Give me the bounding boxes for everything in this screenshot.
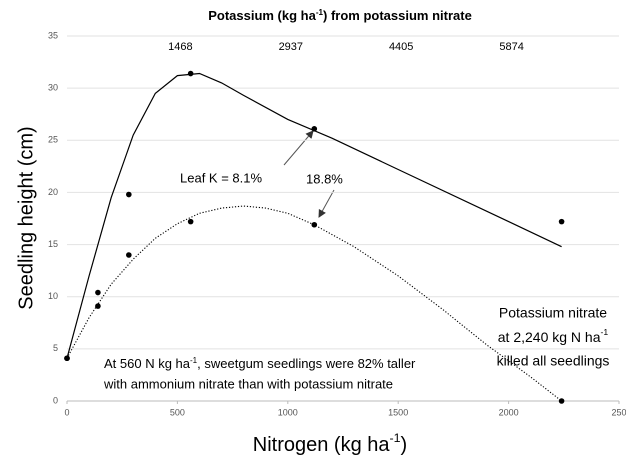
x-tick-label: 2000 (499, 407, 519, 417)
text-part: Potassium (kg ha (208, 8, 316, 23)
data-point (95, 303, 101, 309)
x-tick-label: 0 (64, 407, 69, 417)
x2-tick-label: 2937 (279, 41, 303, 53)
y-tick-label: 25 (48, 135, 58, 145)
arrow (283, 130, 314, 166)
x-tick-label: 250 (611, 407, 626, 417)
x-axis-label: Nitrogen (kg ha-1) (253, 431, 407, 456)
data-point (187, 70, 194, 77)
arrow (318, 189, 335, 218)
data-point (311, 221, 318, 228)
y-tick-label: 35 (48, 30, 58, 40)
x2-tick-label: 5874 (499, 41, 523, 53)
annotation: 18.8% (306, 171, 343, 186)
annotation: with ammonium nitrate than with potassiu… (103, 376, 393, 391)
data-point (558, 218, 565, 225)
data-point (64, 355, 70, 362)
text-part: ) (401, 434, 408, 456)
x2-tick-label: 4405 (389, 41, 413, 53)
text-part: Nitrogen (kg ha (253, 434, 391, 456)
text-part: ) from potassium nitrate (323, 8, 472, 23)
data-point (311, 126, 318, 132)
annotation: Leaf K = 8.1% (180, 170, 262, 185)
data-point (187, 218, 194, 225)
fit-curve (66, 72, 562, 359)
text-part: , sweetgum seedlings were 82% taller (197, 356, 416, 371)
chart-title: Potassium (kg ha-1) from potassium nitra… (208, 8, 472, 24)
text-part: At 560 N kg ha (104, 356, 191, 371)
x-tick-label: 1500 (388, 407, 408, 417)
data-point (126, 252, 132, 258)
data-point (95, 289, 101, 296)
superscript: -1 (601, 327, 609, 337)
fit-curve (66, 205, 562, 402)
superscript: -1 (190, 356, 198, 365)
y-axis-label: Seedling height (cm) (15, 126, 37, 309)
data-point (126, 191, 132, 198)
y-tick-label: 15 (48, 239, 58, 249)
y-tick-label: 20 (48, 187, 58, 197)
superscript: -1 (316, 8, 324, 17)
superscript: -1 (390, 431, 401, 445)
y-tick-label: 5 (53, 343, 58, 353)
annotation: killed all seedlings (497, 353, 610, 369)
annotation: at 2,240 kg N ha-1 (498, 327, 609, 344)
y-tick-label: 0 (53, 395, 58, 405)
annotation: At 560 N kg ha-1, sweetgum seedlings wer… (104, 356, 416, 372)
data-point (558, 398, 565, 404)
text-part: at 2,240 kg N ha (498, 329, 601, 345)
x-tick-label: 1000 (278, 407, 298, 417)
x2-tick-label: 1468 (168, 41, 192, 53)
y-tick-label: 10 (48, 291, 58, 301)
annotation: Potassium nitrate (499, 305, 607, 321)
x-tick-label: 500 (170, 407, 185, 417)
y-tick-label: 30 (48, 83, 58, 93)
